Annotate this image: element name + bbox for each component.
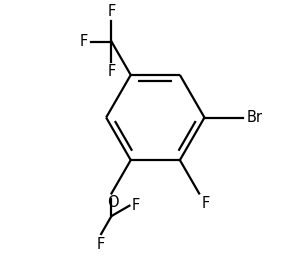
Text: F: F — [107, 4, 116, 19]
Text: F: F — [97, 237, 105, 252]
Text: F: F — [202, 196, 210, 211]
Text: F: F — [80, 34, 88, 49]
Text: F: F — [132, 198, 140, 213]
Text: Br: Br — [246, 110, 262, 125]
Text: O: O — [107, 195, 118, 210]
Text: F: F — [107, 64, 116, 79]
